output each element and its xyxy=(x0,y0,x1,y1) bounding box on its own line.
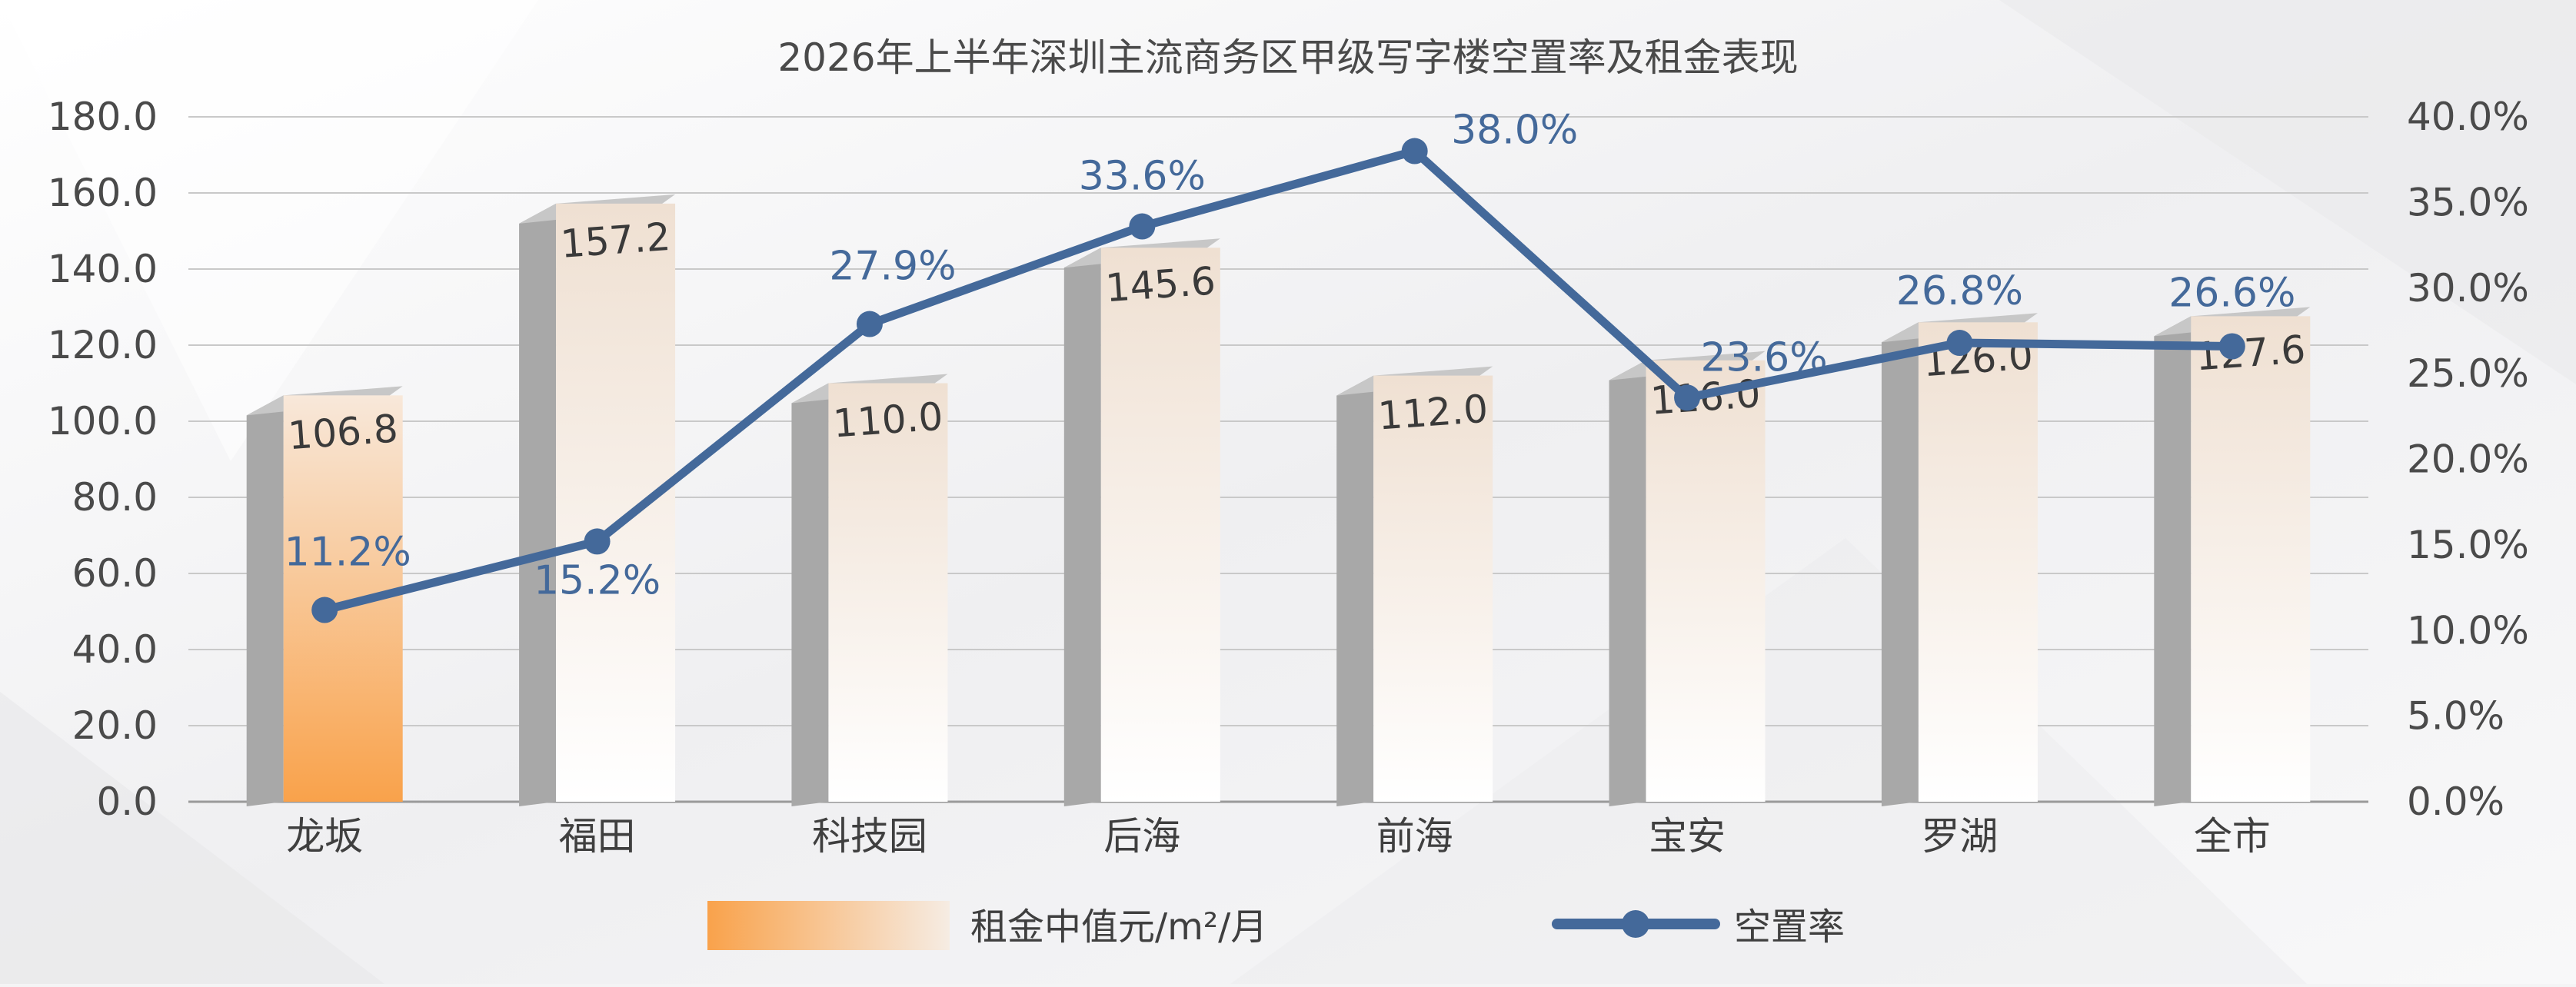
y-axis-right: 0.0% 5.0% 10.0% 15.0% 20.0% 25.0% 30.0% 35.0% 40… xyxy=(2407,95,2529,824)
bar-front xyxy=(828,383,948,802)
line-series: 11.2% 15.2% 27.9% 33.6% 38.0% 23.6% 26.8% 26.6% xyxy=(285,108,2295,623)
chart-title: 2026年上半年深圳主流商务区甲级写字楼空置率及租金表现 xyxy=(777,35,1798,80)
y-right-tick-label: 15.0% xyxy=(2407,523,2529,567)
y-right-tick-label: 40.0% xyxy=(2407,95,2529,139)
bar-front xyxy=(1373,375,1493,803)
legend-label-rent: 租金中值元/m²/月 xyxy=(970,906,1267,949)
bar xyxy=(1881,313,2038,806)
bar-value-label: 157.2 xyxy=(559,214,672,267)
x-category-label: 科技园 xyxy=(812,814,927,859)
vacancy-value-label: 15.2% xyxy=(534,557,661,603)
bar-side xyxy=(246,395,284,806)
y-right-tick-label: 20.0% xyxy=(2407,437,2529,482)
bar-front xyxy=(556,203,676,802)
vacancy-point xyxy=(1129,213,1156,240)
bar-value-label: 106.8 xyxy=(287,406,400,458)
bar-side xyxy=(1063,248,1101,806)
legend-swatch-vacancy-marker xyxy=(1622,910,1649,938)
y-left-tick-label: 140.0 xyxy=(48,247,158,291)
vacancy-point xyxy=(1946,330,1973,357)
vacancy-point xyxy=(311,597,338,623)
y-left-tick-label: 0.0 xyxy=(96,779,158,824)
bar-front xyxy=(2191,316,2311,802)
y-right-tick-label: 0.0% xyxy=(2407,779,2504,824)
vacancy-point xyxy=(1674,384,1701,411)
bar-value-label: 127.6 xyxy=(2194,327,2307,379)
y-left-tick-label: 20.0 xyxy=(72,703,158,748)
vacancy-value-label: 27.9% xyxy=(829,244,956,290)
x-category-label: 宝安 xyxy=(1649,814,1726,859)
bar-side xyxy=(1336,375,1374,807)
bar-front xyxy=(1918,322,2038,802)
vacancy-value-label: 23.6% xyxy=(1700,334,1827,381)
y-axis-left: 0.0 20.0 40.0 60.0 80.0 100.0 120.0 140.0 160.0 1… xyxy=(48,95,158,824)
legend-label-vacancy: 空置率 xyxy=(1734,906,1845,949)
vacancy-point xyxy=(584,528,611,555)
bar-series xyxy=(246,194,2311,807)
vacancy-value-label: 11.2% xyxy=(285,530,411,576)
bar xyxy=(791,374,948,806)
y-right-tick-label: 30.0% xyxy=(2407,266,2529,311)
y-left-tick-label: 160.0 xyxy=(48,171,158,215)
bar-side xyxy=(519,203,557,806)
y-left-tick-label: 120.0 xyxy=(48,323,158,367)
vacancy-value-label: 26.8% xyxy=(1896,268,2023,314)
y-left-tick-label: 180.0 xyxy=(48,95,158,139)
bar-side xyxy=(1609,360,1646,806)
y-right-tick-label: 10.0% xyxy=(2407,608,2529,653)
y-left-tick-label: 100.0 xyxy=(48,399,158,444)
x-category-label: 福田 xyxy=(559,814,636,859)
x-category-label: 后海 xyxy=(1103,814,1180,859)
bar xyxy=(519,194,676,806)
bar-front xyxy=(1646,360,1766,802)
bar xyxy=(1336,366,1493,807)
bar-front xyxy=(1100,248,1220,802)
x-axis: 龙坂 福田 科技园 后海 前海 宝安 罗湖 全市 xyxy=(286,814,2271,859)
x-category-label: 罗湖 xyxy=(1921,814,1998,859)
x-category-label: 前海 xyxy=(1376,814,1453,859)
x-category-label: 全市 xyxy=(2194,814,2271,859)
x-category-label: 龙坂 xyxy=(286,814,363,859)
y-right-tick-label: 25.0% xyxy=(2407,351,2529,396)
y-left-tick-label: 40.0 xyxy=(72,627,158,672)
y-right-tick-label: 5.0% xyxy=(2407,694,2504,739)
y-left-tick-label: 60.0 xyxy=(72,551,158,596)
bar-value-label: 112.0 xyxy=(1376,387,1489,439)
y-right-tick-label: 35.0% xyxy=(2407,180,2529,224)
legend: 租金中值元/m²/月 空置率 xyxy=(707,901,1845,950)
vacancy-value-label: 26.6% xyxy=(2168,270,2295,316)
vacancy-line xyxy=(320,147,2237,615)
bar-value-label: 145.6 xyxy=(1104,258,1217,311)
bar-side xyxy=(2154,316,2192,806)
bar xyxy=(2154,307,2311,806)
bar xyxy=(1609,351,1766,806)
legend-swatch-rent xyxy=(707,901,950,950)
vacancy-value-label: 33.6% xyxy=(1079,154,1206,200)
bar xyxy=(1063,238,1220,806)
vacancy-value-label: 38.0% xyxy=(1451,108,1578,154)
vacancy-point xyxy=(1401,138,1428,164)
y-left-tick-label: 80.0 xyxy=(72,475,158,520)
vacancy-point xyxy=(2218,333,2245,360)
bar-side xyxy=(791,383,829,806)
bar-value-label: 110.0 xyxy=(831,394,944,447)
vacancy-point xyxy=(856,311,883,337)
bar-side xyxy=(1881,322,1919,806)
